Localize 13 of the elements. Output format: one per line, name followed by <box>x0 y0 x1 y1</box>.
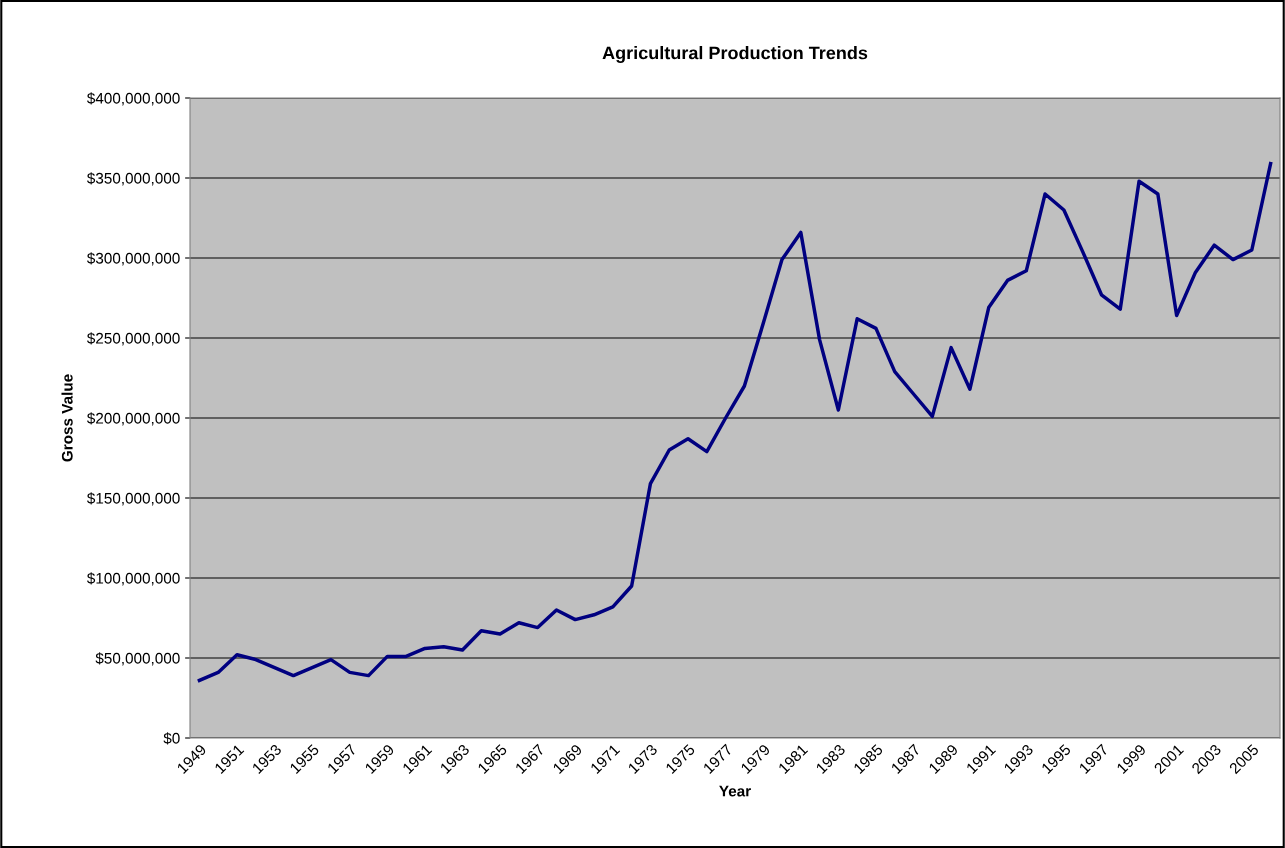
y-tick-label: $200,000,000 <box>87 412 180 426</box>
y-tick-label: $100,000,000 <box>87 572 180 586</box>
y-tick-label: $50,000,000 <box>95 652 180 666</box>
y-tick-label: $150,000,000 <box>87 492 180 506</box>
x-axis-title: Year <box>719 785 751 797</box>
y-tick-label: $0 <box>163 732 180 745</box>
y-tick-label: $350,000,000 <box>87 172 180 186</box>
y-tick-label: $250,000,000 <box>87 332 180 346</box>
y-tick-label: $400,000,000 <box>87 92 180 106</box>
y-axis-title: Gross Value <box>61 374 73 462</box>
y-tick-label: $300,000,000 <box>87 252 180 266</box>
chart-title: Agricultural Production Trends <box>602 46 868 63</box>
line-series <box>197 161 1273 683</box>
